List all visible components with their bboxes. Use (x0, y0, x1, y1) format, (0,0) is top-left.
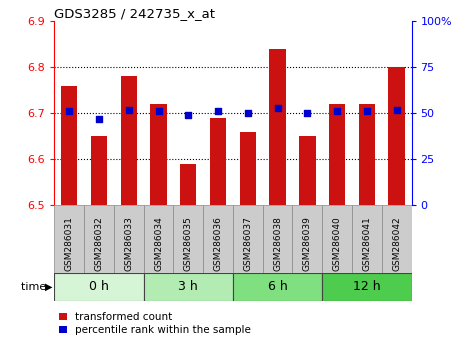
Text: GDS3285 / 242735_x_at: GDS3285 / 242735_x_at (54, 7, 215, 20)
Bar (292, 205, 322, 276)
Bar (240, 132, 256, 205)
Bar (144, 273, 233, 301)
Bar (382, 205, 412, 276)
Point (363, 109, 371, 114)
Text: ▶: ▶ (44, 282, 52, 292)
Bar (388, 67, 405, 205)
Point (244, 110, 252, 116)
Bar (210, 118, 226, 205)
Bar (84, 205, 114, 276)
Bar (329, 104, 345, 205)
Point (184, 112, 192, 118)
Point (95, 116, 103, 122)
Text: GSM286033: GSM286033 (124, 216, 133, 271)
Bar (263, 205, 292, 276)
Bar (322, 205, 352, 276)
Point (304, 110, 311, 116)
Text: GSM286042: GSM286042 (392, 216, 401, 270)
Text: GSM286041: GSM286041 (362, 216, 371, 271)
Bar (121, 76, 137, 205)
Text: GSM286034: GSM286034 (154, 216, 163, 271)
Bar (359, 104, 375, 205)
Bar (299, 136, 315, 205)
Point (274, 105, 281, 110)
Text: time: time (21, 282, 50, 292)
Point (125, 107, 132, 113)
Text: GSM286031: GSM286031 (65, 216, 74, 271)
Text: GSM286036: GSM286036 (214, 216, 223, 271)
Bar (150, 104, 167, 205)
Text: GSM286032: GSM286032 (95, 216, 104, 271)
Text: GSM286039: GSM286039 (303, 216, 312, 271)
Text: 12 h: 12 h (353, 280, 381, 293)
Bar (114, 205, 144, 276)
Bar (270, 49, 286, 205)
Text: 3 h: 3 h (178, 280, 198, 293)
Point (65, 109, 73, 114)
Text: GSM286038: GSM286038 (273, 216, 282, 271)
Point (214, 109, 222, 114)
Text: GSM286035: GSM286035 (184, 216, 193, 271)
Bar (174, 205, 203, 276)
Bar (180, 164, 196, 205)
Text: 6 h: 6 h (268, 280, 288, 293)
Point (155, 109, 162, 114)
Bar (54, 273, 144, 301)
Bar (91, 136, 107, 205)
Bar (233, 273, 322, 301)
Text: GSM286040: GSM286040 (333, 216, 342, 271)
Point (393, 107, 401, 113)
Bar (352, 205, 382, 276)
Bar (233, 205, 263, 276)
Text: GSM286037: GSM286037 (243, 216, 252, 271)
Text: 0 h: 0 h (89, 280, 109, 293)
Bar (144, 205, 174, 276)
Point (333, 109, 341, 114)
Bar (54, 205, 84, 276)
Bar (322, 273, 412, 301)
Bar (203, 205, 233, 276)
Legend: transformed count, percentile rank within the sample: transformed count, percentile rank withi… (54, 308, 255, 339)
Bar (61, 86, 78, 205)
